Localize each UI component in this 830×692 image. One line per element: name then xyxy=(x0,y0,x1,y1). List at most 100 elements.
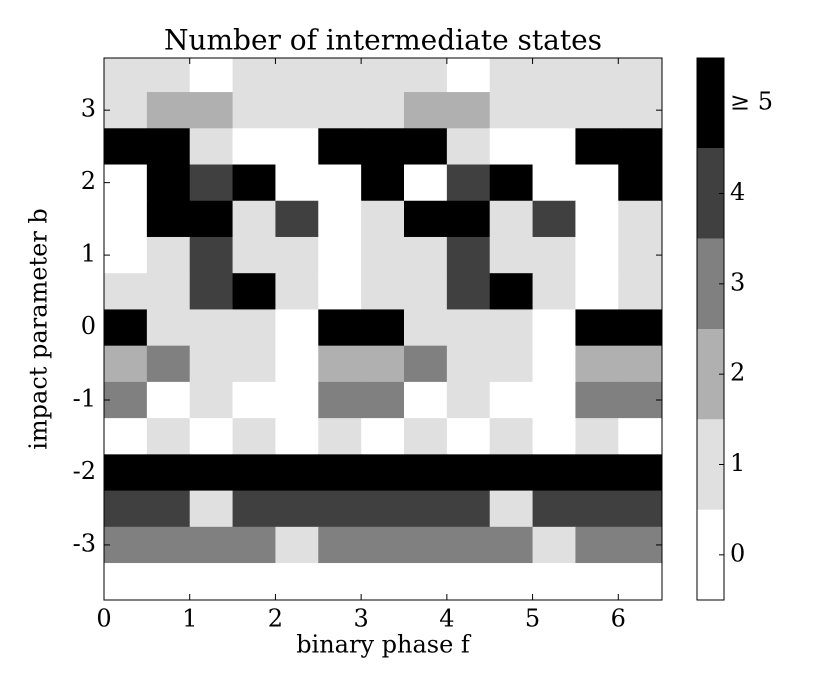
heatmap-cell xyxy=(189,128,234,166)
heatmap-cell xyxy=(404,454,448,492)
heatmap-cell xyxy=(575,236,619,274)
heatmap-cell xyxy=(575,345,619,383)
heatmap-cell xyxy=(232,454,276,492)
heatmap-cell xyxy=(532,200,576,238)
heatmap-cell xyxy=(232,200,276,238)
heatmap-cell xyxy=(361,490,405,528)
heatmap-cell xyxy=(404,58,448,93)
heatmap-cell xyxy=(146,236,191,274)
heatmap-cell xyxy=(104,490,148,528)
heatmap-cell xyxy=(146,345,191,383)
heatmap-cell xyxy=(361,526,405,564)
heatmap-cell xyxy=(404,345,448,383)
heatmap-cell xyxy=(446,526,491,564)
heatmap-cell xyxy=(575,309,619,347)
heatmap-cell xyxy=(361,58,405,93)
heatmap-cell xyxy=(146,490,191,528)
y-tick-label: -1 xyxy=(73,385,96,413)
heatmap-cell xyxy=(275,164,319,202)
heatmap-cell xyxy=(232,526,276,564)
heatmap-cell xyxy=(489,92,534,129)
heatmap-cell xyxy=(404,418,448,455)
heatmap-cell xyxy=(104,454,148,492)
heatmap-cell xyxy=(575,273,619,310)
heatmap-cell xyxy=(318,58,362,93)
heatmap-cell xyxy=(232,164,276,202)
heatmap-cell xyxy=(361,164,405,202)
heatmap-cell xyxy=(275,273,319,310)
heatmap-cell xyxy=(146,128,191,166)
heatmap-cell xyxy=(446,490,491,528)
heatmap-cell xyxy=(532,490,576,528)
heatmap-cell xyxy=(361,128,405,166)
heatmap-cell xyxy=(361,236,405,274)
heatmap-cell xyxy=(104,92,148,129)
heatmap-cell xyxy=(275,418,319,455)
heatmap-cell xyxy=(318,92,362,129)
heatmap-cell xyxy=(618,128,662,166)
y-tick-label: 3 xyxy=(81,95,96,123)
chart-title: Number of intermediate states xyxy=(164,24,602,57)
heatmap-cell xyxy=(318,236,362,274)
x-axis-label: binary phase f xyxy=(296,631,472,659)
heatmap-cell xyxy=(618,236,662,274)
heatmap-cell xyxy=(232,128,276,166)
heatmap-cell xyxy=(446,273,491,310)
heatmap-cell xyxy=(104,273,148,310)
heatmap-cell xyxy=(275,92,319,129)
heatmap-cell xyxy=(446,200,491,238)
heatmap-cell xyxy=(104,164,148,202)
heatmap-cell xyxy=(446,309,491,347)
heatmap-cell xyxy=(318,563,362,600)
heatmap-cell xyxy=(532,381,576,419)
heatmap-cell xyxy=(489,200,534,238)
colorbar-tick-label: 4 xyxy=(730,178,745,206)
heatmap-cell xyxy=(446,418,491,455)
heatmap-cell xyxy=(404,526,448,564)
heatmap-cell xyxy=(104,526,148,564)
heatmap-cell xyxy=(275,381,319,419)
heatmap-cell xyxy=(232,345,276,383)
heatmap-cell xyxy=(404,236,448,274)
heatmap-cell xyxy=(189,164,234,202)
x-tick-label: 5 xyxy=(525,605,540,633)
heatmap-cell xyxy=(232,58,276,93)
heatmap-cell xyxy=(404,381,448,419)
y-tick-label: 1 xyxy=(81,240,96,268)
heatmap-cell xyxy=(446,454,491,492)
y-tick-label: 2 xyxy=(81,167,96,195)
heatmap-cell xyxy=(275,563,319,600)
heatmap-cell xyxy=(575,454,619,492)
heatmap-cell xyxy=(275,236,319,274)
heatmap-cell xyxy=(404,128,448,166)
heatmap-cell xyxy=(618,200,662,238)
heatmap xyxy=(104,58,662,600)
heatmap-cell xyxy=(361,309,405,347)
heatmap-cell xyxy=(318,454,362,492)
heatmap-cell xyxy=(489,236,534,274)
heatmap-cell xyxy=(361,563,405,600)
heatmap-cell xyxy=(146,200,191,238)
heatmap-cell xyxy=(189,58,234,93)
heatmap-cell xyxy=(446,164,491,202)
heatmap-cell xyxy=(146,526,191,564)
heatmap-cell xyxy=(189,526,234,564)
heatmap-cell xyxy=(575,128,619,166)
y-tick-label: 0 xyxy=(81,312,96,340)
heatmap-cell xyxy=(189,273,234,310)
heatmap-cell xyxy=(318,273,362,310)
heatmap-cell xyxy=(489,454,534,492)
heatmap-cell xyxy=(489,58,534,93)
heatmap-cell xyxy=(104,418,148,455)
heatmap-cell xyxy=(146,309,191,347)
heatmap-cell xyxy=(318,345,362,383)
heatmap-cell xyxy=(275,200,319,238)
heatmap-cell xyxy=(618,273,662,310)
heatmap-cell xyxy=(189,381,234,419)
heatmap-cell xyxy=(575,563,619,600)
colorbar-tick-label: ≥ 5 xyxy=(730,88,773,116)
heatmap-cell xyxy=(189,490,234,528)
heatmap-cell xyxy=(361,381,405,419)
heatmap-cell xyxy=(146,92,191,129)
